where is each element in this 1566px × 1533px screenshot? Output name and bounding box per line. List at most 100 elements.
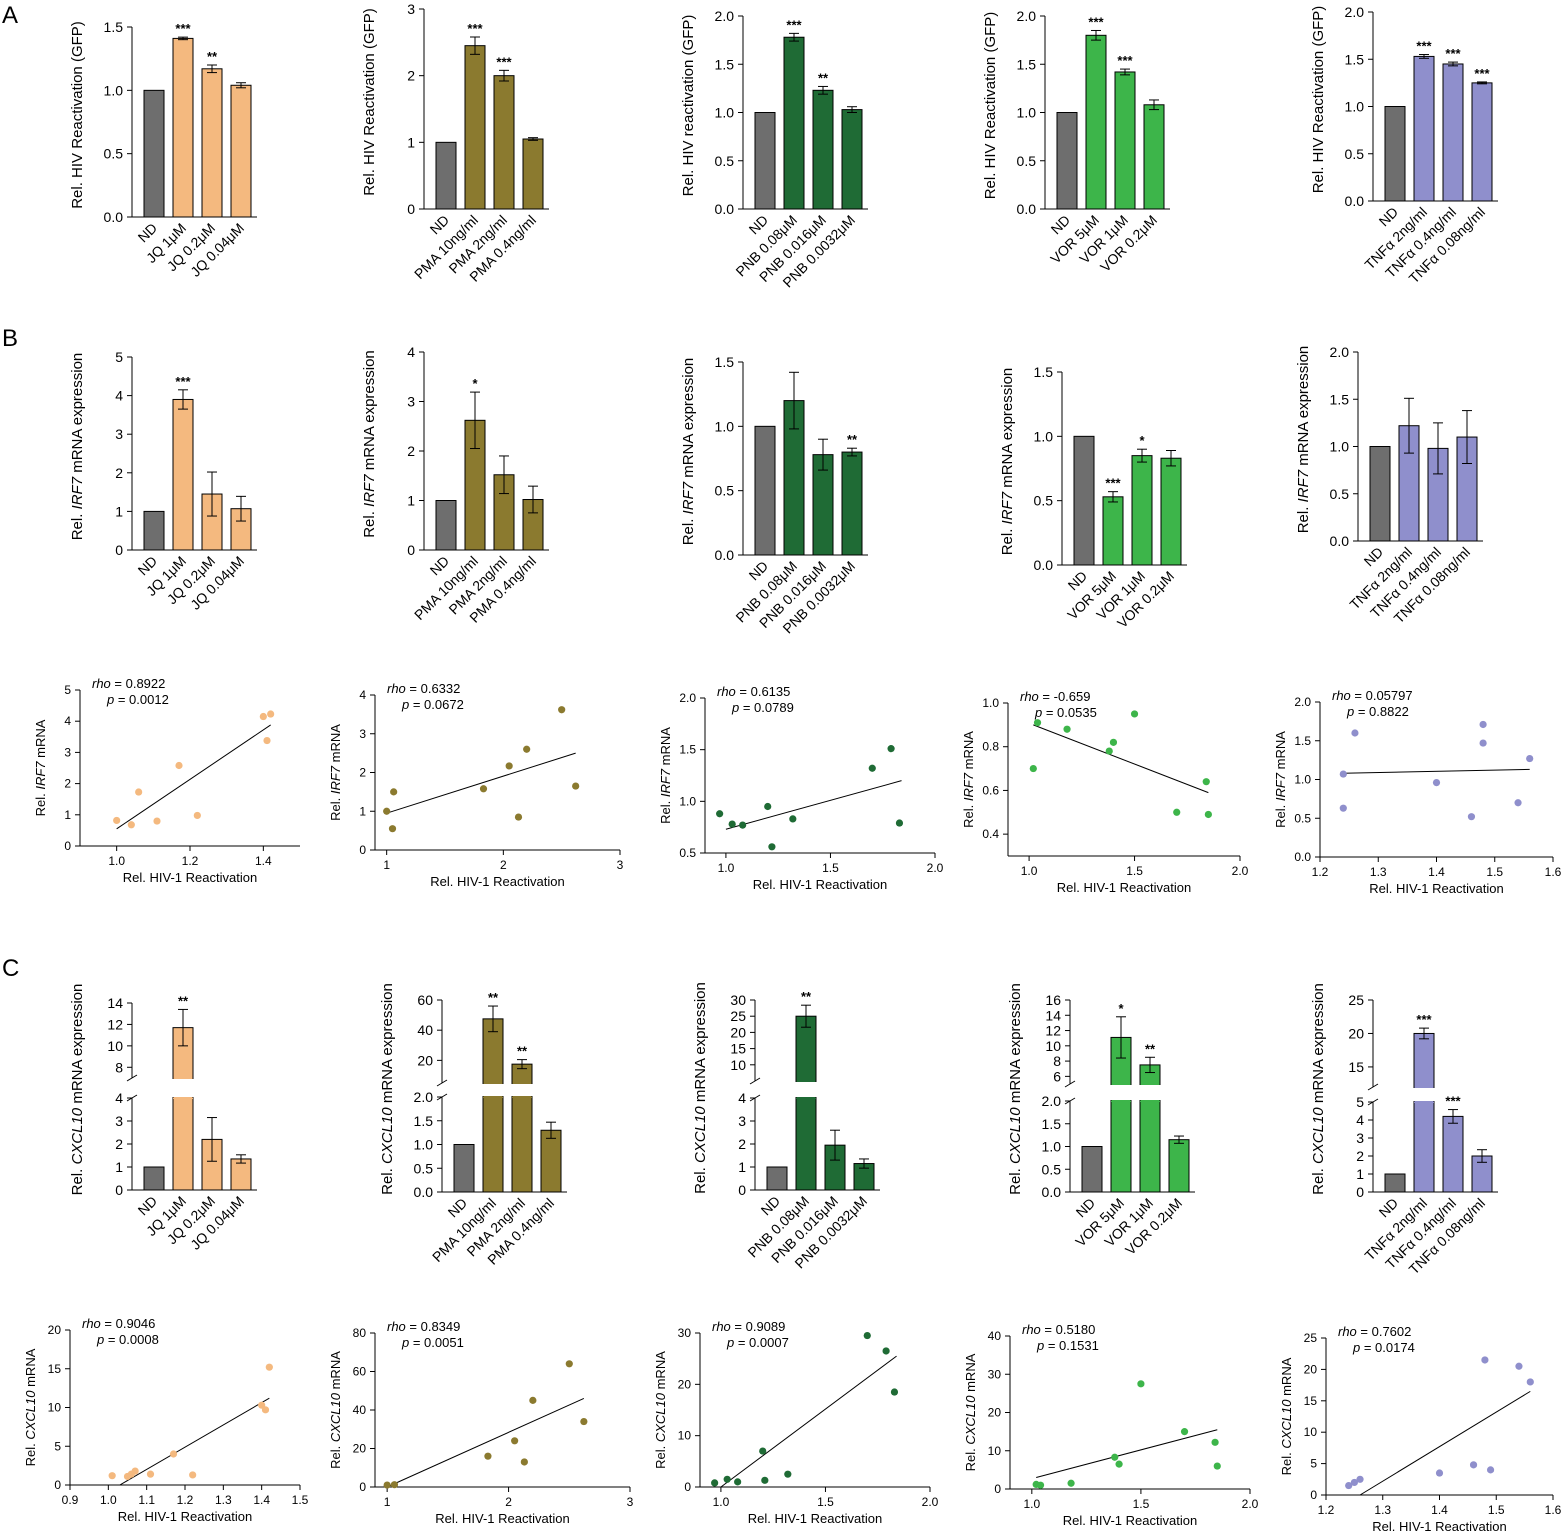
- significance-stars: ***: [1105, 476, 1121, 491]
- p-value: = 0.8822: [1354, 704, 1409, 719]
- significance-stars: **: [847, 432, 858, 447]
- y-tick-label: 3: [1356, 1130, 1364, 1146]
- y-tick-label: 2.0: [715, 8, 735, 24]
- y-tick-label: 10: [48, 1401, 62, 1415]
- y-axis-label-gene: IRF7: [1273, 772, 1288, 801]
- regression-line: [720, 1355, 897, 1488]
- data-point: [1339, 770, 1347, 778]
- y-axis-label-gene: CXCL10: [692, 1106, 709, 1163]
- data-point: [1345, 1481, 1353, 1490]
- y-axis-label: Rel. CXCL10 mRNA expression: [1007, 983, 1024, 1195]
- y-tick-label: 5: [1310, 1457, 1317, 1471]
- data-point: [1111, 1453, 1119, 1461]
- data-point: [1486, 1466, 1495, 1474]
- x-tick-label: 2: [505, 1495, 512, 1509]
- significance-stars: **: [801, 989, 812, 1004]
- y-tick-label: 20: [417, 1052, 433, 1068]
- y-tick-label: 1.0: [1294, 773, 1311, 787]
- y-tick-label: 30: [988, 1367, 1002, 1381]
- y-axis-label-prefix: Rel.: [69, 509, 86, 540]
- y-axis-label-suffix: mRNA: [33, 719, 48, 761]
- y-axis-label: Rel. HIV Reactivation (GFP): [982, 12, 999, 200]
- data-point: [267, 710, 275, 718]
- y-tick-label: 1.5: [1042, 1116, 1062, 1132]
- bar-chart-b5: 0.0 0.5 1.0 1.5 2.0 Rel. IRF7 mRNA expression…: [1295, 344, 1483, 626]
- y-tick-label: 2.0: [1017, 8, 1037, 24]
- rho-value: = 0.5180: [1041, 1322, 1096, 1337]
- significance-stars: ***: [1117, 53, 1133, 68]
- panel-letter-c: C: [2, 955, 20, 982]
- y-tick-label: 0: [407, 542, 415, 558]
- rho-stat: rho = 0.8922: [92, 676, 165, 691]
- y-tick-label: 0: [359, 843, 366, 857]
- x-tick-label: 1.4: [1428, 865, 1445, 879]
- data-point: [388, 825, 397, 833]
- y-tick-label: 0: [407, 201, 415, 217]
- significance-stars: **: [488, 990, 499, 1005]
- p-symbol: p: [1036, 1338, 1044, 1353]
- significance-stars: ***: [1445, 46, 1461, 61]
- data-point: [265, 1363, 273, 1371]
- data-point: [789, 815, 797, 823]
- data-point: [263, 736, 271, 745]
- p-symbol: p: [401, 697, 409, 712]
- data-point: [882, 1347, 890, 1355]
- data-point: [1514, 799, 1522, 807]
- x-tick-label: 1.3: [215, 1493, 232, 1507]
- bar: [754, 112, 776, 210]
- y-tick-label: 20: [1348, 1025, 1364, 1041]
- y-axis-label-gene: CXCL10: [379, 1107, 396, 1164]
- x-tick-label: 2.0: [922, 1495, 939, 1509]
- y-axis-label-gene: IRF7: [328, 765, 343, 794]
- rho-value: = -0.659: [1039, 689, 1091, 704]
- y-tick-label: 1: [115, 503, 123, 519]
- y-axis-label-suffix: mRNA: [961, 731, 976, 773]
- y-tick-label: 3: [407, 1, 415, 17]
- y-tick-label: 0.5: [1017, 153, 1037, 169]
- rho-symbol: rho: [92, 676, 111, 691]
- y-tick-label: 0.5: [1042, 1161, 1062, 1177]
- data-point: [1137, 1380, 1145, 1388]
- y-axis-label-gene: IRF7: [1295, 469, 1312, 502]
- rho-stat: rho = 0.5180: [1022, 1322, 1095, 1337]
- scatter-chart-cs4: 1.0 1.5 2.0 0 10 20 30 40 Rel. HIV-1 Reactivatio…: [963, 1322, 1259, 1528]
- rho-value: = 0.9046: [101, 1316, 156, 1331]
- y-axis-label-gene: IRF7: [658, 768, 673, 797]
- y-tick-label: 4: [115, 388, 123, 404]
- y-tick-label: 1.5: [1294, 734, 1311, 748]
- y-axis-label: Rel. IRF7 mRNA expression: [1295, 346, 1312, 534]
- significance-stars: ***: [1445, 1094, 1461, 1109]
- y-tick-label: 2: [1356, 1148, 1364, 1164]
- bar: [766, 1166, 788, 1191]
- bar: [1056, 112, 1078, 210]
- y-axis-label-prefix: Rel.: [361, 507, 378, 538]
- data-point: [1213, 1462, 1221, 1470]
- x-tick-label: 1.2: [177, 1493, 194, 1507]
- y-tick-label: 0.5: [715, 153, 735, 169]
- data-point: [887, 745, 895, 753]
- data-point: [1130, 710, 1139, 718]
- y-tick-label: 5: [1356, 1094, 1364, 1110]
- data-point: [1033, 719, 1042, 727]
- data-point: [505, 762, 513, 770]
- x-tick-label: 1.4: [255, 854, 272, 868]
- y-axis-label-prefix: Rel.: [328, 794, 343, 821]
- y-tick-label: 1: [738, 1159, 746, 1175]
- y-axis-label: Rel. IRF7 mRNA: [33, 719, 48, 816]
- y-axis-label-gene: IRF7: [361, 474, 378, 507]
- bar: [1442, 1115, 1464, 1193]
- p-symbol: p: [1346, 704, 1354, 719]
- rho-stat: rho = 0.6135: [717, 684, 790, 699]
- y-axis-label-prefix: Rel.: [69, 1165, 86, 1196]
- y-tick-label: 25: [730, 1008, 746, 1024]
- y-tick-label: 3: [359, 727, 366, 741]
- y-tick-label: 2.0: [1345, 4, 1365, 20]
- x-axis-label: Rel. HIV-1 Reactivation: [1063, 1513, 1197, 1528]
- data-point: [189, 1471, 197, 1479]
- data-point: [135, 788, 143, 796]
- y-tick-label: 5: [64, 683, 71, 697]
